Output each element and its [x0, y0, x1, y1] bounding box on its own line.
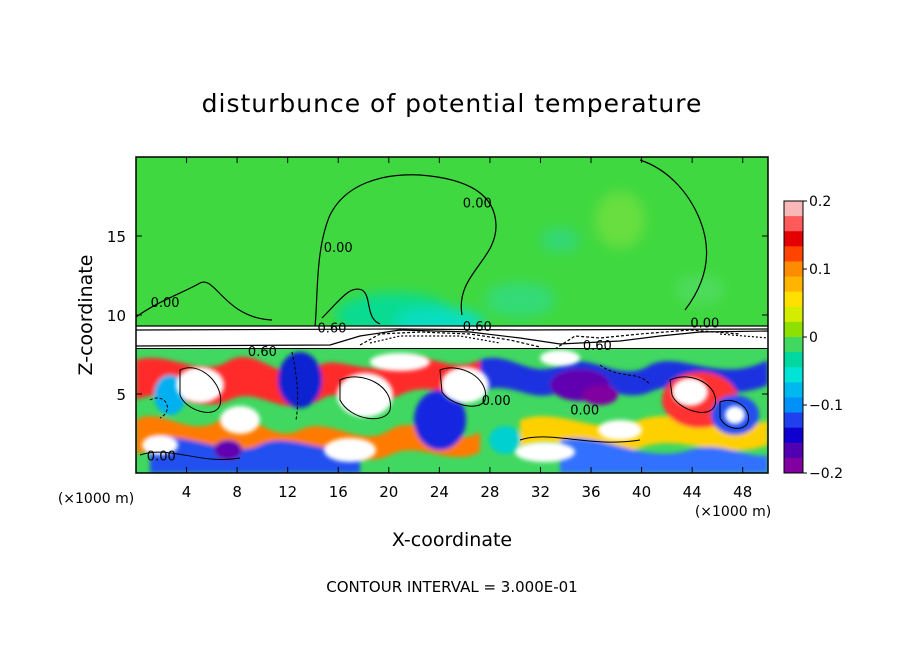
x-tick-label: 32	[531, 483, 550, 501]
contour-label: 0.00	[151, 296, 180, 311]
colorbar-swatch	[784, 261, 803, 278]
colorbar-tick-label: −0.2	[809, 466, 843, 482]
contour-label: 0.60	[583, 339, 612, 354]
plot-area	[136, 157, 768, 473]
colorbar-tick-label: 0.1	[809, 262, 831, 278]
x-axis-label: X-coordinate	[392, 529, 512, 551]
contour-label: 0.00	[147, 449, 176, 464]
colorbar-swatch	[784, 276, 803, 293]
colorbar-swatch	[784, 321, 803, 338]
x-tick-label: 28	[480, 483, 499, 501]
contour-label: 0.60	[317, 321, 346, 336]
colorbar-swatch	[784, 201, 803, 217]
x-axis-ticks: 4 8 12 16 20 24 28 32 36 40 44 48	[182, 157, 752, 501]
contour-label: 0.00	[324, 241, 353, 256]
zero-contours	[136, 159, 708, 327]
x-tick-label: 16	[329, 483, 348, 501]
x-tick-label: 36	[581, 483, 600, 501]
colorbar-swatch	[784, 442, 803, 459]
contour-label: 0.60	[248, 345, 277, 360]
colorbar-ticks: 0.2 0.1 0 −0.1 −0.2	[803, 194, 843, 482]
x-tick-label: 20	[379, 483, 398, 501]
colorbar-swatch	[784, 367, 803, 383]
x-tick-label: 40	[632, 483, 651, 501]
x-tick-label: 24	[430, 483, 449, 501]
colorbar-swatch	[784, 246, 803, 262]
contour-label: 0.00	[570, 404, 599, 419]
colorbar	[783, 200, 804, 474]
colorbar-swatch	[784, 337, 803, 353]
lower-field	[136, 349, 768, 473]
x-tick-label: 44	[683, 483, 702, 501]
colorbar-swatch	[784, 412, 803, 429]
y-tick-label: 10	[107, 307, 126, 325]
contour-label: 0.00	[482, 394, 511, 409]
y-axis-label: Z-coordinate	[75, 255, 97, 376]
colorbar-swatch	[784, 216, 803, 232]
colorbar-tick-label: −0.1	[809, 398, 843, 414]
colorbar-swatch	[784, 382, 803, 398]
y-tick-label: 5	[116, 386, 126, 404]
colorbar-swatch	[784, 427, 803, 444]
y-axis-ticks: 5 10 15	[107, 228, 768, 404]
y-tick-label: 15	[107, 228, 126, 246]
x-tick-label: 4	[182, 483, 192, 501]
x-unit-label-left: (×1000 m)	[58, 491, 134, 507]
chart-title: disturbunce of potential temperature	[202, 89, 703, 118]
x-tick-label: 48	[733, 483, 752, 501]
colorbar-swatch	[784, 306, 803, 323]
colorbar-swatch	[784, 457, 803, 474]
colorbar-tick-label: 0.2	[809, 194, 831, 210]
colorbar-tick-label: 0	[809, 330, 818, 346]
contour-label: 0.00	[690, 317, 719, 332]
contour-labels: 0.00 0.00 0.00 0.60 0.60 0.00 0.60 0.60 0.00 0.00…	[147, 197, 719, 465]
colorbar-swatch	[784, 352, 803, 368]
colorbar-swatch	[784, 231, 803, 247]
contour-label: 0.00	[463, 197, 492, 212]
colorbar-swatch	[784, 397, 803, 414]
colorbar-swatch	[784, 291, 803, 308]
inversion-band	[136, 326, 768, 349]
x-unit-label-right: (×1000 m)	[695, 504, 771, 520]
contour-interval-note: CONTOUR INTERVAL = 3.000E-01	[326, 578, 577, 596]
contour-label: 0.60	[463, 320, 492, 335]
x-tick-label: 8	[232, 483, 242, 501]
x-tick-label: 12	[278, 483, 297, 501]
